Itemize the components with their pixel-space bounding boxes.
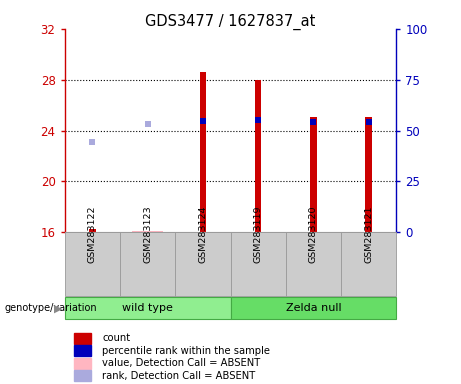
Bar	[230, 232, 286, 296]
Bar	[74, 370, 91, 381]
Bar	[341, 232, 396, 296]
Text: GSM283122: GSM283122	[88, 205, 97, 263]
Bar	[310, 117, 317, 232]
Bar	[65, 232, 120, 296]
Text: GSM283124: GSM283124	[198, 205, 207, 263]
Bar	[74, 358, 91, 369]
Text: count: count	[102, 333, 130, 343]
Text: ▶: ▶	[54, 303, 62, 313]
Text: GSM283123: GSM283123	[143, 205, 152, 263]
Bar	[255, 79, 261, 232]
Text: wild type: wild type	[122, 303, 173, 313]
Bar	[200, 72, 206, 232]
Text: GDS3477 / 1627837_at: GDS3477 / 1627837_at	[145, 13, 316, 30]
Bar	[366, 117, 372, 232]
Text: Zelda null: Zelda null	[286, 303, 341, 313]
Bar	[132, 231, 163, 232]
Text: percentile rank within the sample: percentile rank within the sample	[102, 346, 270, 356]
Text: genotype/variation: genotype/variation	[5, 303, 97, 313]
Bar	[175, 232, 230, 296]
Text: value, Detection Call = ABSENT: value, Detection Call = ABSENT	[102, 358, 260, 368]
Text: GSM283119: GSM283119	[254, 205, 263, 263]
Bar	[74, 345, 91, 356]
Bar	[230, 297, 396, 319]
Bar	[286, 232, 341, 296]
Bar	[120, 232, 175, 296]
Text: GSM283120: GSM283120	[309, 205, 318, 263]
Text: rank, Detection Call = ABSENT: rank, Detection Call = ABSENT	[102, 371, 255, 381]
Bar	[65, 297, 230, 319]
Text: GSM283121: GSM283121	[364, 205, 373, 263]
Bar	[89, 228, 95, 232]
Bar	[74, 333, 91, 344]
